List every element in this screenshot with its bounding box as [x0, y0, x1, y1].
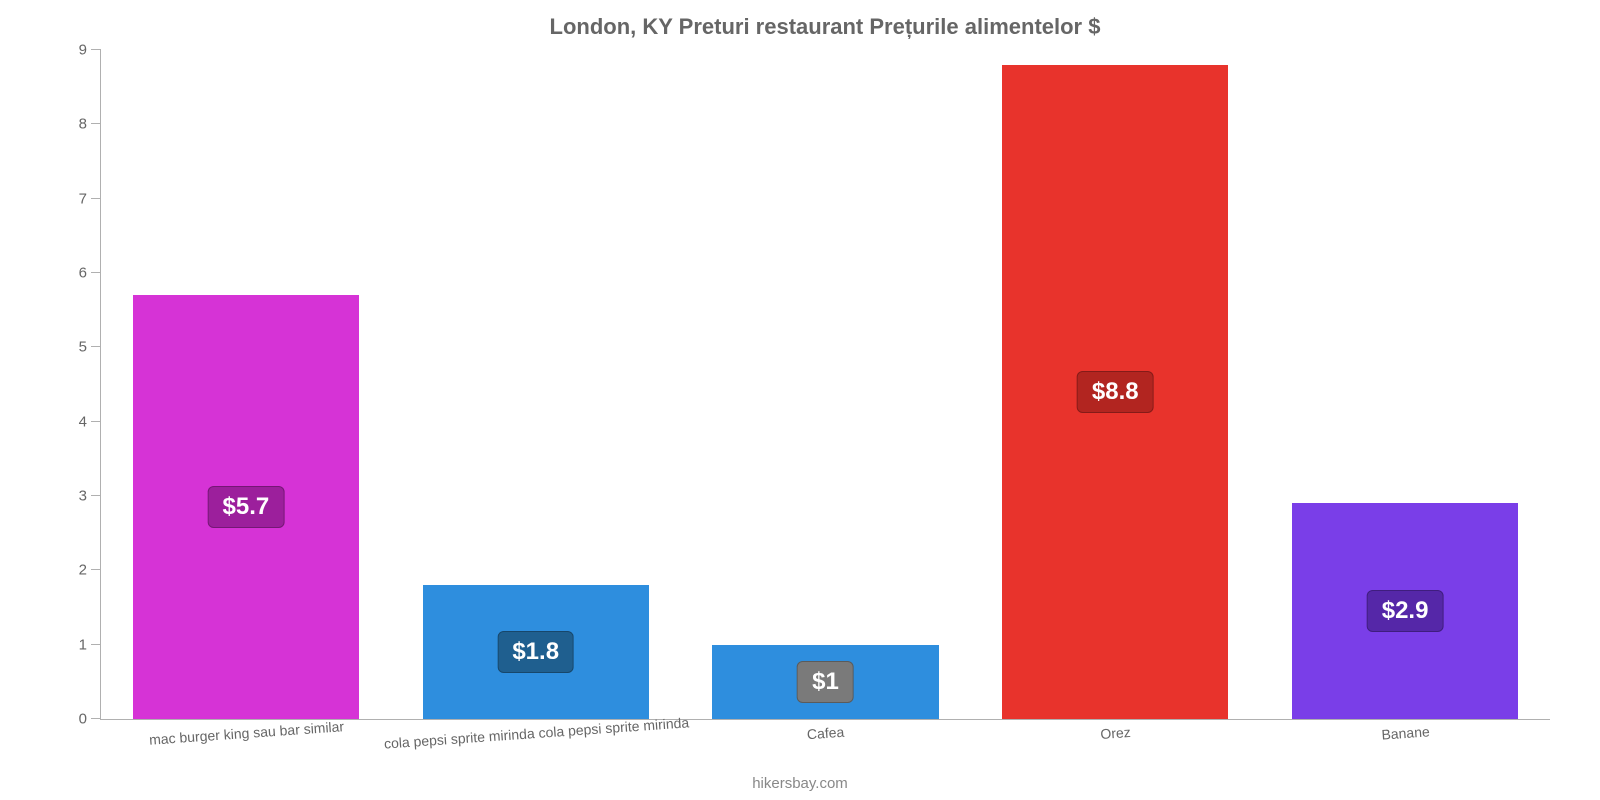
bar-value-label: $1.8	[497, 631, 574, 673]
bar-value-label: $5.7	[208, 486, 285, 528]
bar: $1.8	[423, 585, 649, 719]
attribution-text: hikersbay.com	[0, 775, 1600, 792]
y-tick-label: 6	[79, 265, 101, 282]
bar-slot: $1	[681, 50, 971, 719]
bar: $1	[712, 645, 938, 719]
bar-slot: $8.8	[970, 50, 1260, 719]
bar-value-label: $1	[797, 661, 854, 703]
x-axis-label: Banane	[1381, 723, 1430, 742]
y-tick-label: 1	[79, 636, 101, 653]
y-tick-label: 7	[79, 190, 101, 207]
bar: $5.7	[133, 295, 359, 719]
y-tick-label: 5	[79, 339, 101, 356]
bar-slot: $2.9	[1260, 50, 1550, 719]
chart-title: London, KY Preturi restaurant Prețurile …	[100, 10, 1550, 50]
bar: $8.8	[1002, 65, 1228, 719]
y-tick-label: 4	[79, 413, 101, 430]
chart-container: London, KY Preturi restaurant Prețurile …	[0, 0, 1600, 800]
x-label-slot: Banane	[1260, 719, 1550, 759]
x-label-slot: mac burger king sau bar similar	[101, 719, 391, 759]
y-tick-label: 8	[79, 116, 101, 133]
x-axis-label: Orez	[1100, 724, 1131, 742]
bars-group: $5.7 $1.8 $1 $8.8 $2.9	[101, 50, 1550, 719]
y-tick-label: 9	[79, 42, 101, 59]
x-label-slot: cola pepsi sprite mirinda cola pepsi spr…	[391, 719, 681, 759]
y-tick-label: 0	[79, 711, 101, 728]
bar-value-label: $8.8	[1077, 371, 1154, 413]
y-tick-label: 2	[79, 562, 101, 579]
x-label-slot: Cafea	[681, 719, 971, 759]
x-axis-labels: mac burger king sau bar similar cola peps…	[101, 719, 1550, 759]
y-tick-label: 3	[79, 488, 101, 505]
x-axis-label: mac burger king sau bar similar	[148, 718, 344, 748]
plot-area: $5.7$1.8$1$8.8$2.9 mac burger king sau b…	[100, 50, 1550, 720]
x-axis-label: cola pepsi sprite mirinda cola pepsi spr…	[383, 714, 689, 751]
bar-value-label: $2.9	[1367, 590, 1444, 632]
bar-slot: $1.8	[391, 50, 681, 719]
x-axis-label: Cafea	[807, 724, 845, 743]
x-label-slot: Orez	[970, 719, 1260, 759]
bar-slot: $5.7	[101, 50, 391, 719]
bar: $2.9	[1292, 503, 1518, 719]
